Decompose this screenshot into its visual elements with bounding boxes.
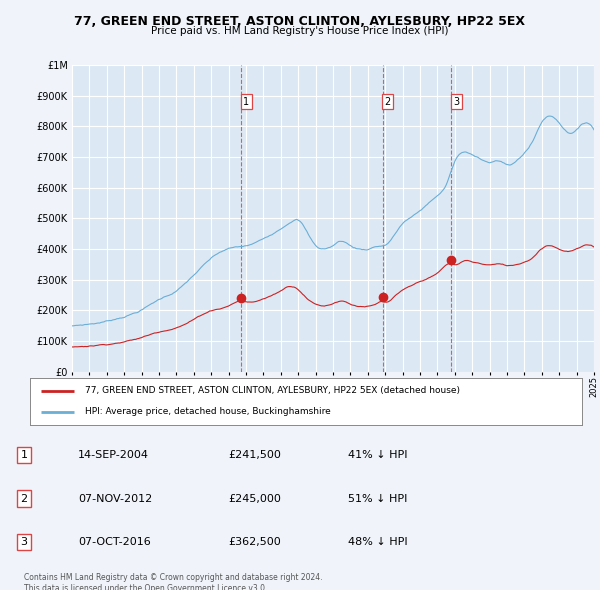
Text: £245,000: £245,000 [228,494,281,503]
Text: 07-OCT-2016: 07-OCT-2016 [78,537,151,547]
Text: 14-SEP-2004: 14-SEP-2004 [78,450,149,460]
Text: 07-NOV-2012: 07-NOV-2012 [78,494,152,503]
Text: £241,500: £241,500 [228,450,281,460]
Text: 51% ↓ HPI: 51% ↓ HPI [348,494,407,503]
Text: 2: 2 [20,494,28,503]
Text: HPI: Average price, detached house, Buckinghamshire: HPI: Average price, detached house, Buck… [85,407,331,416]
Text: 77, GREEN END STREET, ASTON CLINTON, AYLESBURY, HP22 5EX (detached house): 77, GREEN END STREET, ASTON CLINTON, AYL… [85,386,460,395]
Text: 3: 3 [453,97,459,107]
Text: 41% ↓ HPI: 41% ↓ HPI [348,450,407,460]
Text: £362,500: £362,500 [228,537,281,547]
Text: 77, GREEN END STREET, ASTON CLINTON, AYLESBURY, HP22 5EX: 77, GREEN END STREET, ASTON CLINTON, AYL… [74,15,526,28]
Text: 3: 3 [20,537,28,547]
Text: Price paid vs. HM Land Registry's House Price Index (HPI): Price paid vs. HM Land Registry's House … [151,26,449,36]
Text: 1: 1 [243,97,249,107]
Text: 48% ↓ HPI: 48% ↓ HPI [348,537,407,547]
Text: 1: 1 [20,450,28,460]
Text: Contains HM Land Registry data © Crown copyright and database right 2024.
This d: Contains HM Land Registry data © Crown c… [24,573,323,590]
Text: 2: 2 [385,97,391,107]
